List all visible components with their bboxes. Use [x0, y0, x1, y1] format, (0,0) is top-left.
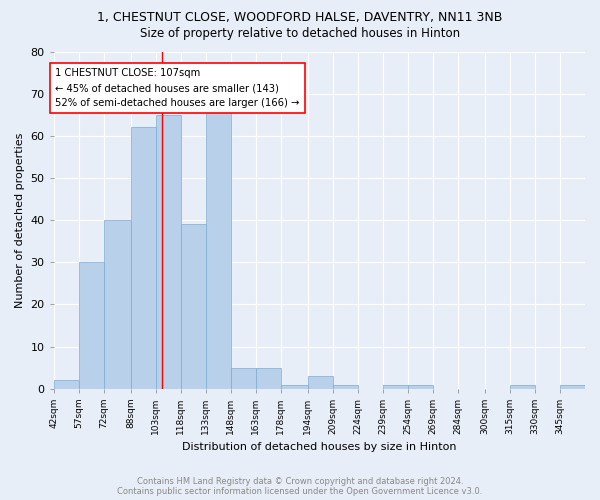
- Text: 1, CHESTNUT CLOSE, WOODFORD HALSE, DAVENTRY, NN11 3NB: 1, CHESTNUT CLOSE, WOODFORD HALSE, DAVEN…: [97, 11, 503, 24]
- Bar: [181, 224, 206, 389]
- Bar: [206, 110, 231, 389]
- Bar: [131, 128, 155, 389]
- Bar: [54, 380, 79, 389]
- Bar: [560, 384, 585, 389]
- Bar: [333, 384, 358, 389]
- Text: 1 CHESTNUT CLOSE: 107sqm
← 45% of detached houses are smaller (143)
52% of semi-: 1 CHESTNUT CLOSE: 107sqm ← 45% of detach…: [55, 68, 300, 108]
- Bar: [281, 384, 308, 389]
- Bar: [408, 384, 433, 389]
- Bar: [155, 114, 181, 389]
- Bar: [231, 368, 256, 389]
- Bar: [383, 384, 408, 389]
- Text: Contains HM Land Registry data © Crown copyright and database right 2024.
Contai: Contains HM Land Registry data © Crown c…: [118, 476, 482, 496]
- Bar: [256, 368, 281, 389]
- Text: Size of property relative to detached houses in Hinton: Size of property relative to detached ho…: [140, 28, 460, 40]
- X-axis label: Distribution of detached houses by size in Hinton: Distribution of detached houses by size …: [182, 442, 457, 452]
- Bar: [308, 376, 333, 389]
- Bar: [104, 220, 131, 389]
- Y-axis label: Number of detached properties: Number of detached properties: [15, 132, 25, 308]
- Bar: [79, 262, 104, 389]
- Bar: [510, 384, 535, 389]
